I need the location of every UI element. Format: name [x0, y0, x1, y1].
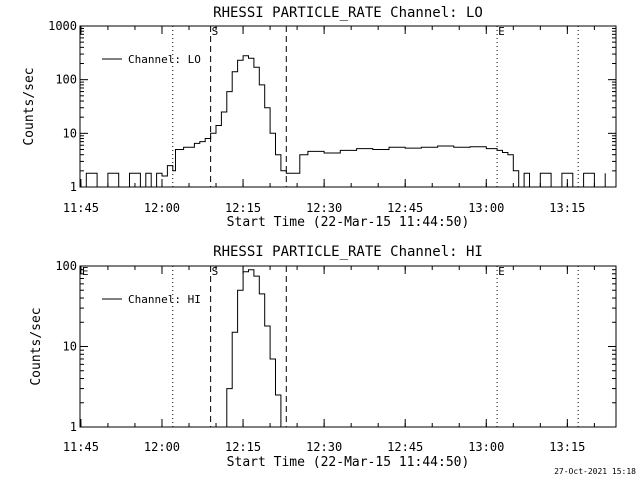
x-tick-label: 13:15 [549, 201, 585, 215]
series-line [221, 269, 282, 428]
series-line [80, 55, 606, 188]
marker-label: S [212, 265, 219, 278]
x-tick-label: 12:45 [387, 440, 423, 454]
x-tick-label: 12:00 [144, 201, 180, 215]
x-tick-label: 12:30 [306, 440, 342, 454]
x-tick-label: 13:00 [468, 201, 504, 215]
plot-frame [79, 25, 617, 188]
x-axis-label: Start Time (22-Mar-15 11:44:50) [227, 215, 470, 230]
plot-hi-channel: RHESSI PARTICLE_RATE Channel: HI Counts/s… [29, 244, 617, 470]
plot-lo-channel: RHESSI PARTICLE_RATE Channel: LO Counts/s… [22, 5, 617, 230]
y-tick-label: 1 [70, 180, 77, 194]
x-tick-label: 12:00 [144, 440, 180, 454]
marker-label: E [498, 265, 505, 278]
y-tick-label: 100 [55, 259, 77, 273]
y-tick-label: 10 [63, 126, 77, 140]
y-tick-label: 1 [70, 420, 77, 434]
y-tick-label: 10 [63, 340, 77, 354]
chart-title: RHESSI PARTICLE_RATE Channel: HI [213, 244, 483, 260]
x-tick-label: 12:15 [225, 201, 261, 215]
x-tick-label: 12:30 [306, 201, 342, 215]
legend-label: Channel: LO [128, 53, 201, 66]
y-tick-label: 1000 [48, 19, 77, 33]
y-axis-label: Counts/sec [29, 307, 44, 385]
x-tick-label: 13:15 [549, 440, 585, 454]
x-tick-label: 12:15 [225, 440, 261, 454]
x-tick-label: 12:45 [387, 201, 423, 215]
legend-label: Channel: HI [128, 293, 201, 306]
marker-label: S [212, 25, 219, 38]
marker-label: E [82, 265, 89, 278]
x-tick-label: 11:45 [63, 440, 99, 454]
x-tick-label: 11:45 [63, 201, 99, 215]
x-tick-label: 13:00 [468, 440, 504, 454]
y-tick-label: 100 [55, 73, 77, 87]
marker-label: E [498, 25, 505, 38]
chart-title: RHESSI PARTICLE_RATE Channel: LO [213, 5, 483, 21]
x-axis-label: Start Time (22-Mar-15 11:44:50) [227, 455, 470, 470]
y-axis-label: Counts/sec [22, 67, 37, 145]
plot-frame [79, 265, 617, 428]
generation-timestamp: 27-Oct-2021 15:18 [554, 467, 636, 476]
